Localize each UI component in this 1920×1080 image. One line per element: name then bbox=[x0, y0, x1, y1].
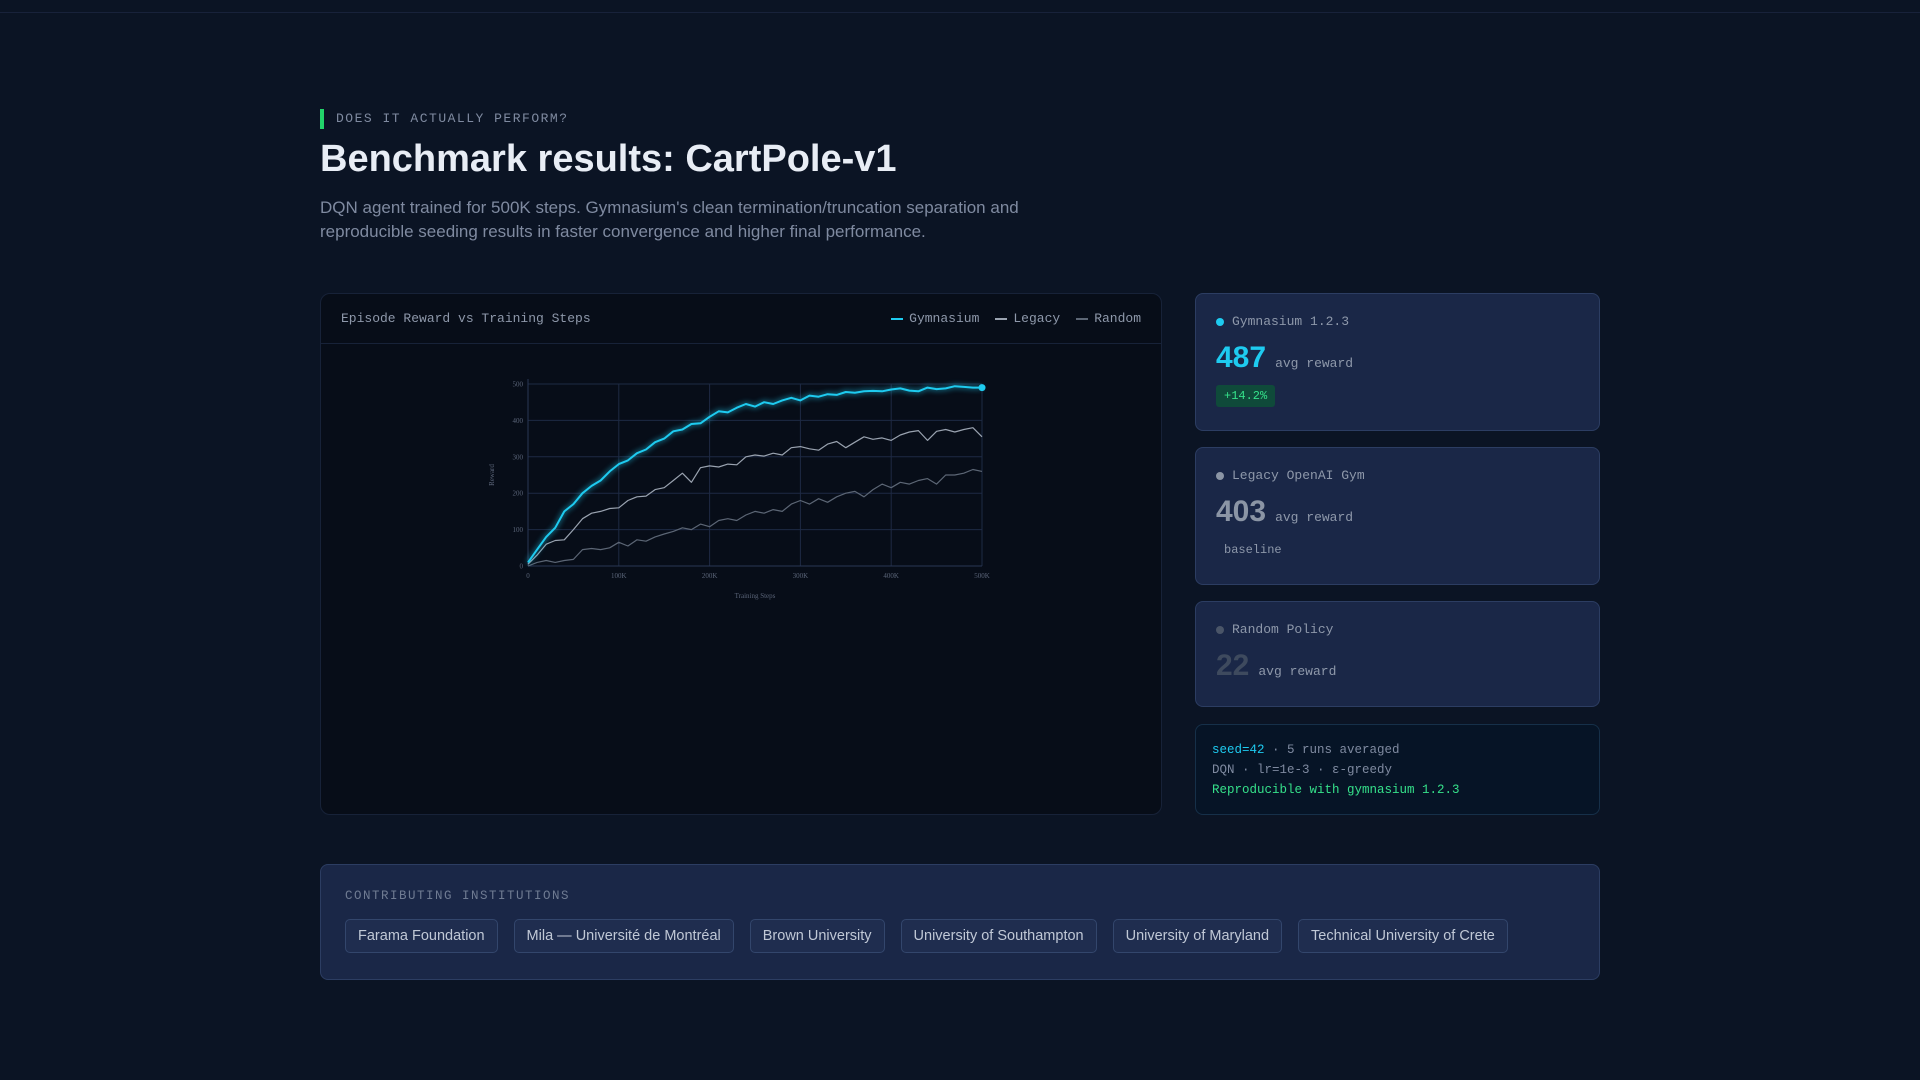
stat-card: Gymnasium 1.2.3 487 avg reward +14.2% bbox=[1195, 293, 1600, 431]
legend-swatch bbox=[891, 317, 904, 320]
y-axis-label: Reward bbox=[488, 464, 496, 486]
y-tick-label: 100 bbox=[513, 526, 524, 534]
institutions-label: CONTRIBUTING INSTITUTIONS bbox=[345, 889, 571, 903]
stat-name: Legacy OpenAI Gym bbox=[1232, 468, 1365, 483]
x-tick-label: 400K bbox=[883, 572, 899, 580]
legend-swatch bbox=[1076, 317, 1089, 320]
chart-title: Episode Reward vs Training Steps bbox=[341, 311, 591, 326]
chart-card: Episode Reward vs Training Steps Gymnasi… bbox=[320, 293, 1162, 815]
legend-label: Random bbox=[1094, 311, 1141, 326]
stat-name: Random Policy bbox=[1232, 622, 1334, 637]
stat-label: Legacy OpenAI Gym bbox=[1216, 468, 1579, 483]
end-point bbox=[978, 384, 986, 392]
stat-card: Legacy OpenAI Gym 403 avg reward baseline bbox=[1195, 447, 1600, 585]
x-tick-label: 100K bbox=[611, 572, 627, 580]
stat-badge: +14.2% bbox=[1216, 385, 1276, 407]
stat-value: 487 bbox=[1216, 341, 1267, 374]
institution-chip: University of Maryland bbox=[1112, 919, 1283, 953]
stat-value: 403 bbox=[1216, 495, 1267, 528]
page-title: Benchmark results: CartPole-v1 bbox=[320, 138, 897, 180]
stat-card: Random Policy 22 avg reward bbox=[1195, 601, 1600, 707]
stat-name: Gymnasium 1.2.3 bbox=[1232, 314, 1350, 329]
stat-unit: avg reward bbox=[1275, 356, 1354, 371]
institution-chip: Farama Foundation bbox=[345, 919, 498, 953]
y-tick-label: 400 bbox=[513, 417, 524, 425]
x-tick-label: 200K bbox=[702, 572, 718, 580]
legend-item: Legacy bbox=[995, 311, 1060, 326]
stat-unit: avg reward bbox=[1258, 664, 1337, 679]
stat-label: Gymnasium 1.2.3 bbox=[1216, 314, 1579, 329]
institution-chip: University of Southampton bbox=[900, 919, 1097, 953]
legend-item: Gymnasium bbox=[891, 311, 979, 326]
legend-label: Legacy bbox=[1013, 311, 1061, 326]
stat-unit: avg reward bbox=[1275, 510, 1354, 525]
chart: 0 100 200 300 400 500 0 100K 200K 300K 400K 500K Tra… bbox=[488, 379, 990, 600]
legend-swatch bbox=[995, 317, 1008, 320]
series-line bbox=[527, 385, 982, 563]
institution-list: Farama Foundation Mila — Université de Mo… bbox=[345, 919, 1575, 953]
meta-seed: seed=42 bbox=[1212, 743, 1265, 757]
series-line bbox=[527, 468, 983, 567]
institutions: CONTRIBUTING INSTITUTIONS Farama Foundat… bbox=[320, 864, 1600, 980]
institution-chip: Mila — Université de Montréal bbox=[513, 919, 734, 953]
stat-value-row: 487 avg reward bbox=[1216, 341, 1579, 375]
legend-item: Random bbox=[1076, 311, 1141, 326]
x-tick-label: 300K bbox=[793, 572, 809, 580]
y-tick-label: 300 bbox=[513, 453, 524, 461]
meta-runs: · 5 runs averaged bbox=[1272, 743, 1400, 757]
divider bbox=[0, 12, 1920, 13]
y-tick-label: 200 bbox=[513, 490, 524, 498]
y-tick-label: 0 bbox=[520, 563, 524, 571]
legend: Gymnasium Legacy Random bbox=[891, 311, 1141, 326]
x-tick-label: 500K bbox=[974, 572, 990, 580]
institution-chip: Technical University of Crete bbox=[1298, 919, 1508, 953]
chart-header: Episode Reward vs Training Steps Gymnasi… bbox=[321, 294, 1161, 344]
y-tick-label: 500 bbox=[513, 381, 524, 389]
stat-value-row: 22 avg reward bbox=[1216, 649, 1579, 683]
legend-label: Gymnasium bbox=[909, 311, 980, 326]
meta-note: Reproducible with gymnasium 1.2.3 bbox=[1212, 783, 1460, 797]
institution-chip: Brown University bbox=[749, 919, 885, 953]
run-meta: seed=42 · 5 runs averaged DQN · lr=1e-3 … bbox=[1195, 724, 1600, 815]
x-tick-label: 0 bbox=[526, 572, 530, 580]
meta-config: DQN · lr=1e-3 · ε-greedy bbox=[1212, 763, 1393, 777]
series-line bbox=[527, 427, 983, 565]
meta-line: seed=42 · 5 runs averaged bbox=[1212, 740, 1583, 760]
x-axis-label: Training Steps bbox=[735, 592, 776, 600]
stat-value-row: 403 avg reward bbox=[1216, 495, 1579, 529]
stat-value: 22 bbox=[1216, 649, 1250, 682]
stat-label: Random Policy bbox=[1216, 622, 1579, 637]
description: DQN agent trained for 500K steps. Gymnas… bbox=[320, 198, 1019, 241]
eyebrow: DOES IT ACTUALLY PERFORM? bbox=[320, 109, 569, 129]
stat-badge: baseline bbox=[1224, 543, 1282, 557]
